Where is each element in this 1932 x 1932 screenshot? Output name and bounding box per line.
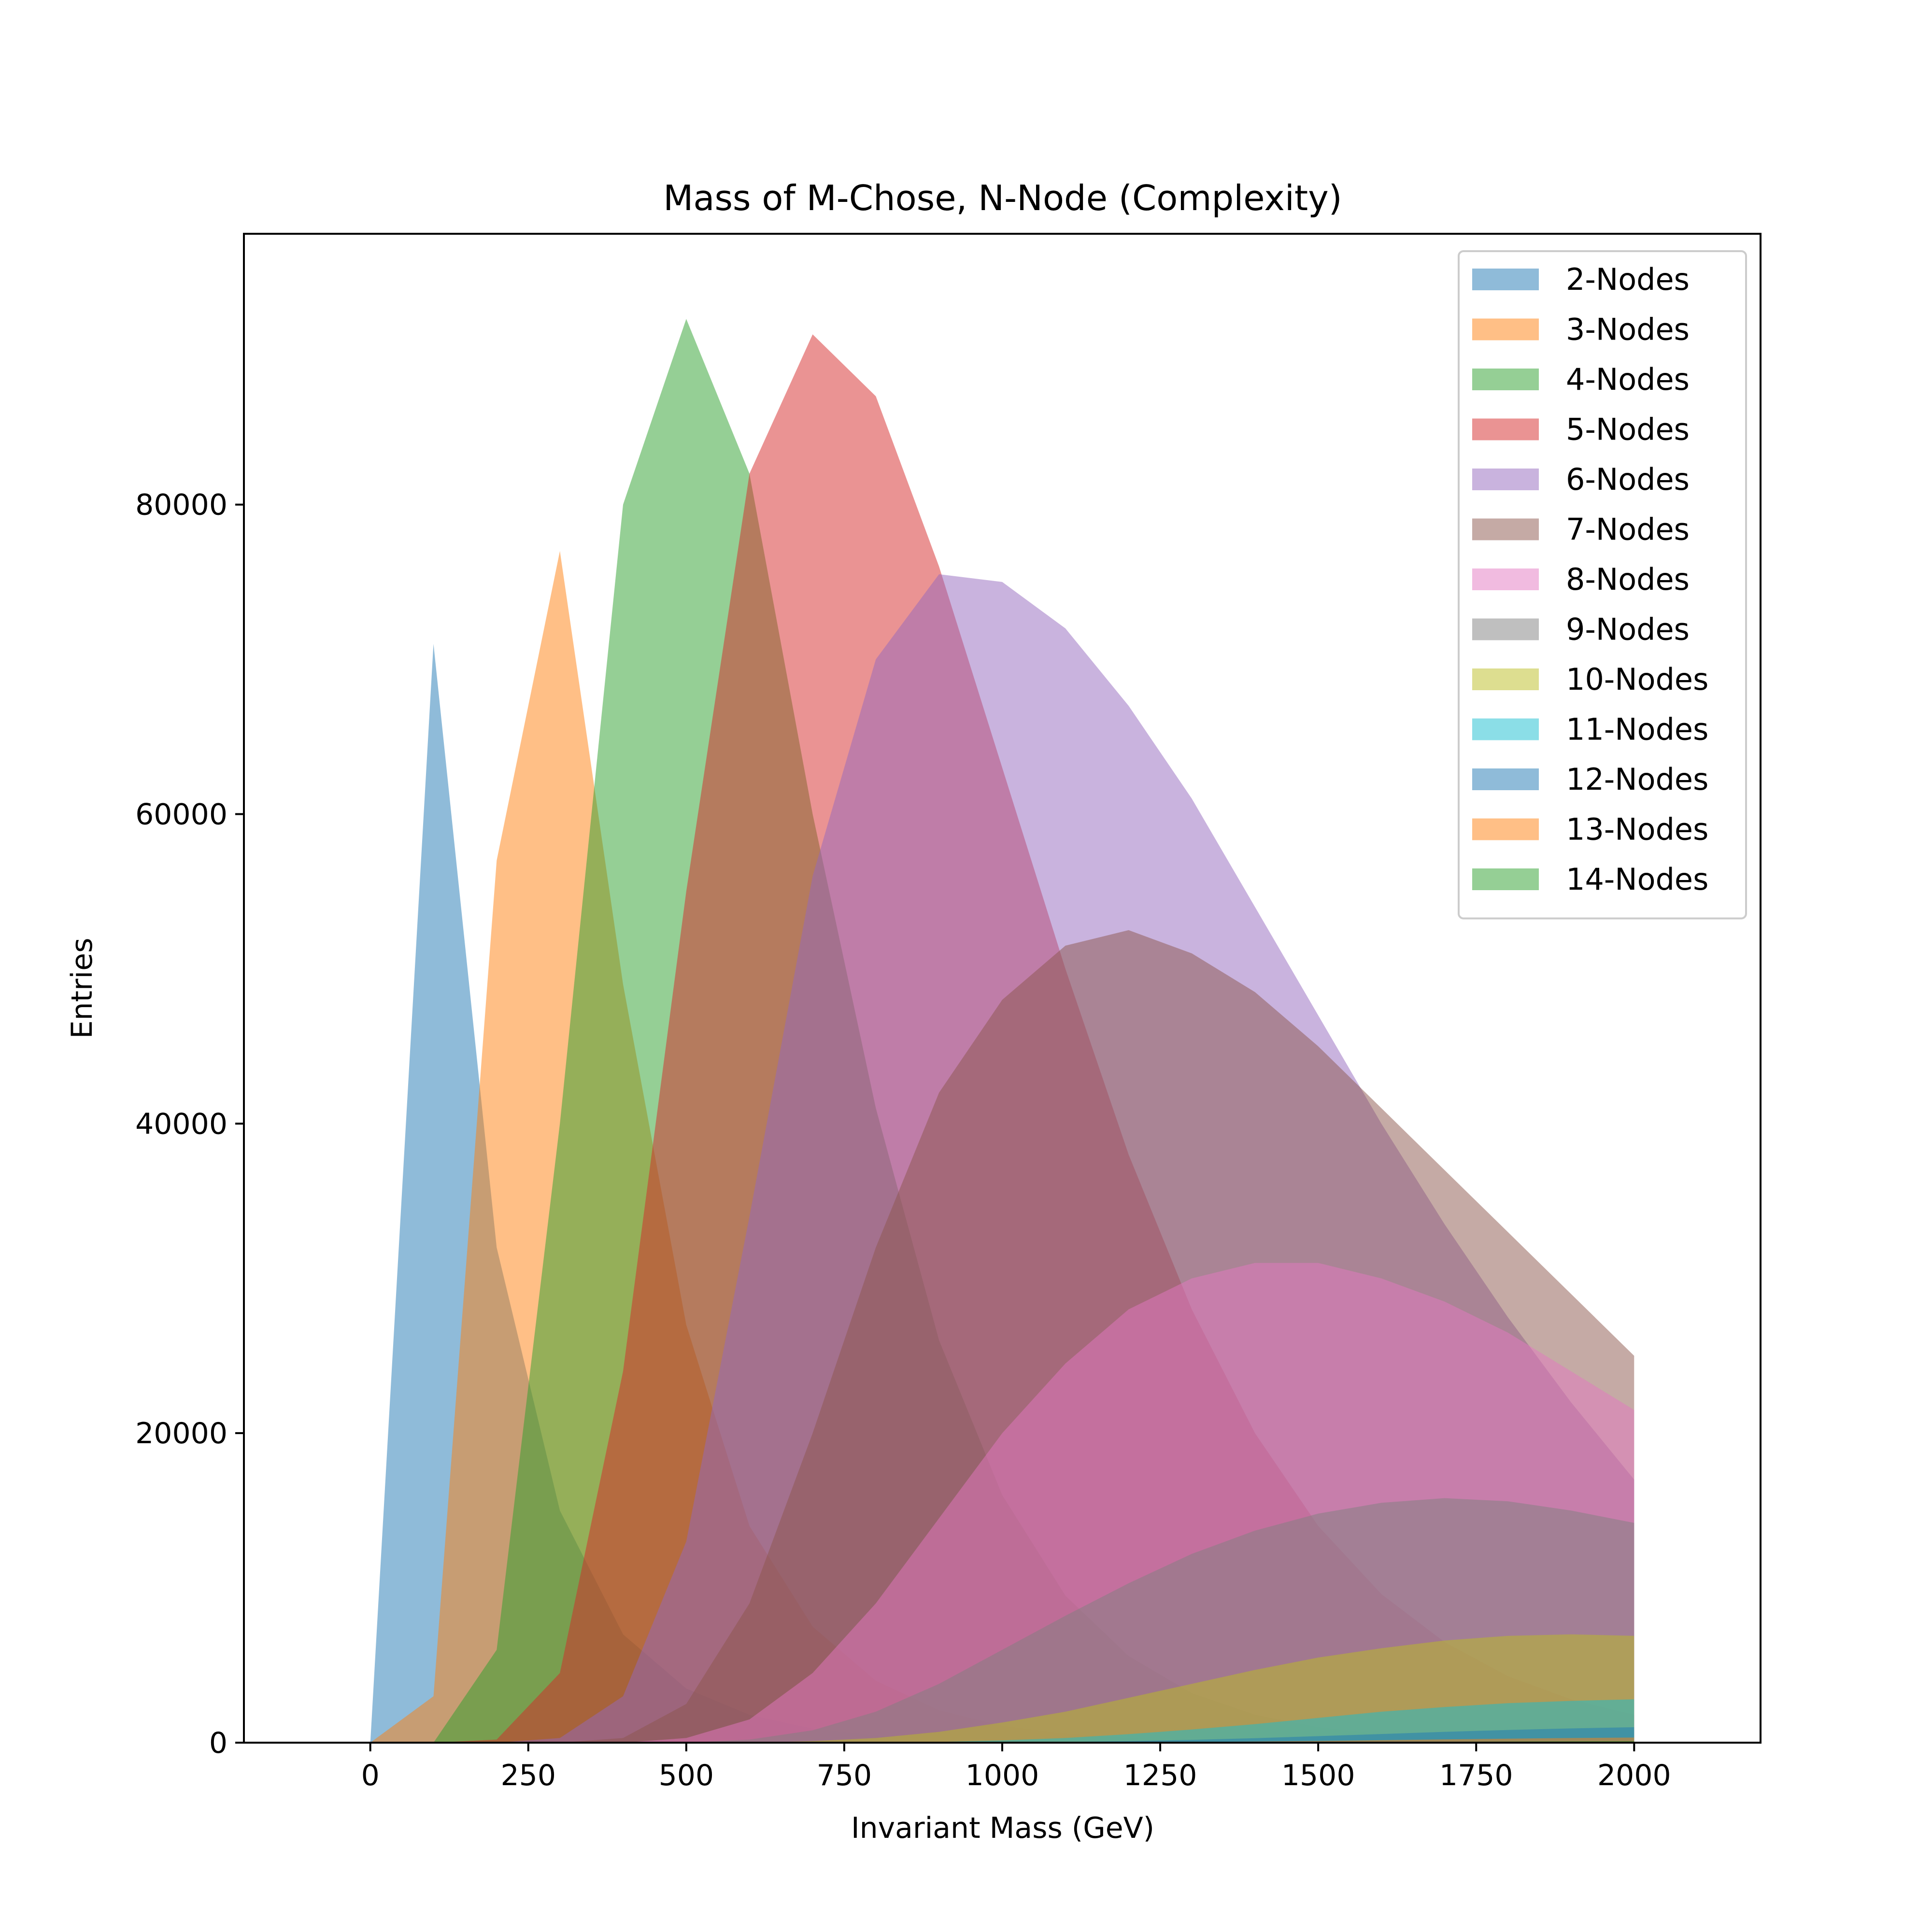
legend-label: 2-Nodes bbox=[1566, 262, 1690, 297]
legend-label: 14-Nodes bbox=[1566, 862, 1708, 897]
x-tick-label: 750 bbox=[817, 1759, 872, 1792]
series-area-11-nodes bbox=[370, 1699, 1634, 1743]
y-tick-label: 80000 bbox=[135, 488, 227, 522]
legend-label: 12-Nodes bbox=[1566, 762, 1708, 797]
legend-label: 3-Nodes bbox=[1566, 312, 1690, 347]
series-layer bbox=[370, 319, 1634, 1743]
legend-swatch bbox=[1472, 868, 1539, 890]
y-tick-label: 0 bbox=[209, 1726, 227, 1760]
legend-label: 11-Nodes bbox=[1566, 712, 1708, 747]
legend-swatch bbox=[1472, 269, 1539, 290]
legend-box bbox=[1458, 250, 1747, 920]
legend-swatch bbox=[1472, 568, 1539, 590]
y-tick-label: 20000 bbox=[135, 1417, 227, 1450]
legend-label: 13-Nodes bbox=[1566, 812, 1708, 847]
x-tick-label: 0 bbox=[361, 1759, 380, 1792]
x-tick-label: 1500 bbox=[1281, 1759, 1355, 1792]
legend-swatch bbox=[1472, 718, 1539, 740]
series-area-13-nodes bbox=[370, 1737, 1634, 1743]
legend-swatch bbox=[1472, 418, 1539, 440]
y-tick-label: 60000 bbox=[135, 798, 227, 832]
plot-frame bbox=[243, 233, 1762, 1744]
legend-label: 9-Nodes bbox=[1566, 612, 1690, 647]
legend-swatch bbox=[1472, 469, 1539, 490]
legend-swatch bbox=[1472, 668, 1539, 690]
x-axis-ticks: 0 250 500 750 1000 1250 1500 1750 2000 bbox=[361, 1743, 1671, 1792]
legend-swatch bbox=[1472, 318, 1539, 341]
x-tick-label: 1250 bbox=[1123, 1759, 1197, 1792]
series-area-12-nodes bbox=[370, 1727, 1634, 1743]
legend-swatch bbox=[1472, 618, 1539, 640]
x-axis-label: Invariant Mass (GeV) bbox=[851, 1811, 1154, 1845]
y-axis-label: Entries bbox=[65, 938, 99, 1039]
legend-swatch bbox=[1472, 518, 1539, 540]
y-tick-label: 40000 bbox=[135, 1107, 227, 1141]
x-tick-label: 1000 bbox=[966, 1759, 1039, 1792]
legend-label: 8-Nodes bbox=[1566, 562, 1690, 597]
x-tick-label: 2000 bbox=[1597, 1759, 1671, 1792]
legend-label: 10-Nodes bbox=[1566, 662, 1708, 697]
legend-swatch bbox=[1472, 369, 1539, 390]
legend: 2-Nodes 3-Nodes 4-Nodes 5-Nodes 6-Nodes 7-Nod… bbox=[1458, 250, 1747, 920]
y-axis-ticks: 0 20000 40000 60000 80000 bbox=[135, 488, 244, 1760]
x-tick-label: 1750 bbox=[1439, 1759, 1513, 1792]
legend-label: 5-Nodes bbox=[1566, 412, 1690, 447]
legend-label: 7-Nodes bbox=[1566, 512, 1690, 547]
legend-label: 6-Nodes bbox=[1566, 462, 1690, 497]
x-tick-label: 250 bbox=[500, 1759, 556, 1792]
legend-label: 4-Nodes bbox=[1566, 362, 1690, 397]
legend-swatch bbox=[1472, 818, 1539, 840]
series-area-10-nodes bbox=[370, 1634, 1634, 1743]
chart-title: Mass of M-Chose, N-Node (Complexity) bbox=[663, 178, 1342, 218]
x-tick-label: 500 bbox=[659, 1759, 714, 1792]
legend-swatch bbox=[1472, 768, 1539, 790]
